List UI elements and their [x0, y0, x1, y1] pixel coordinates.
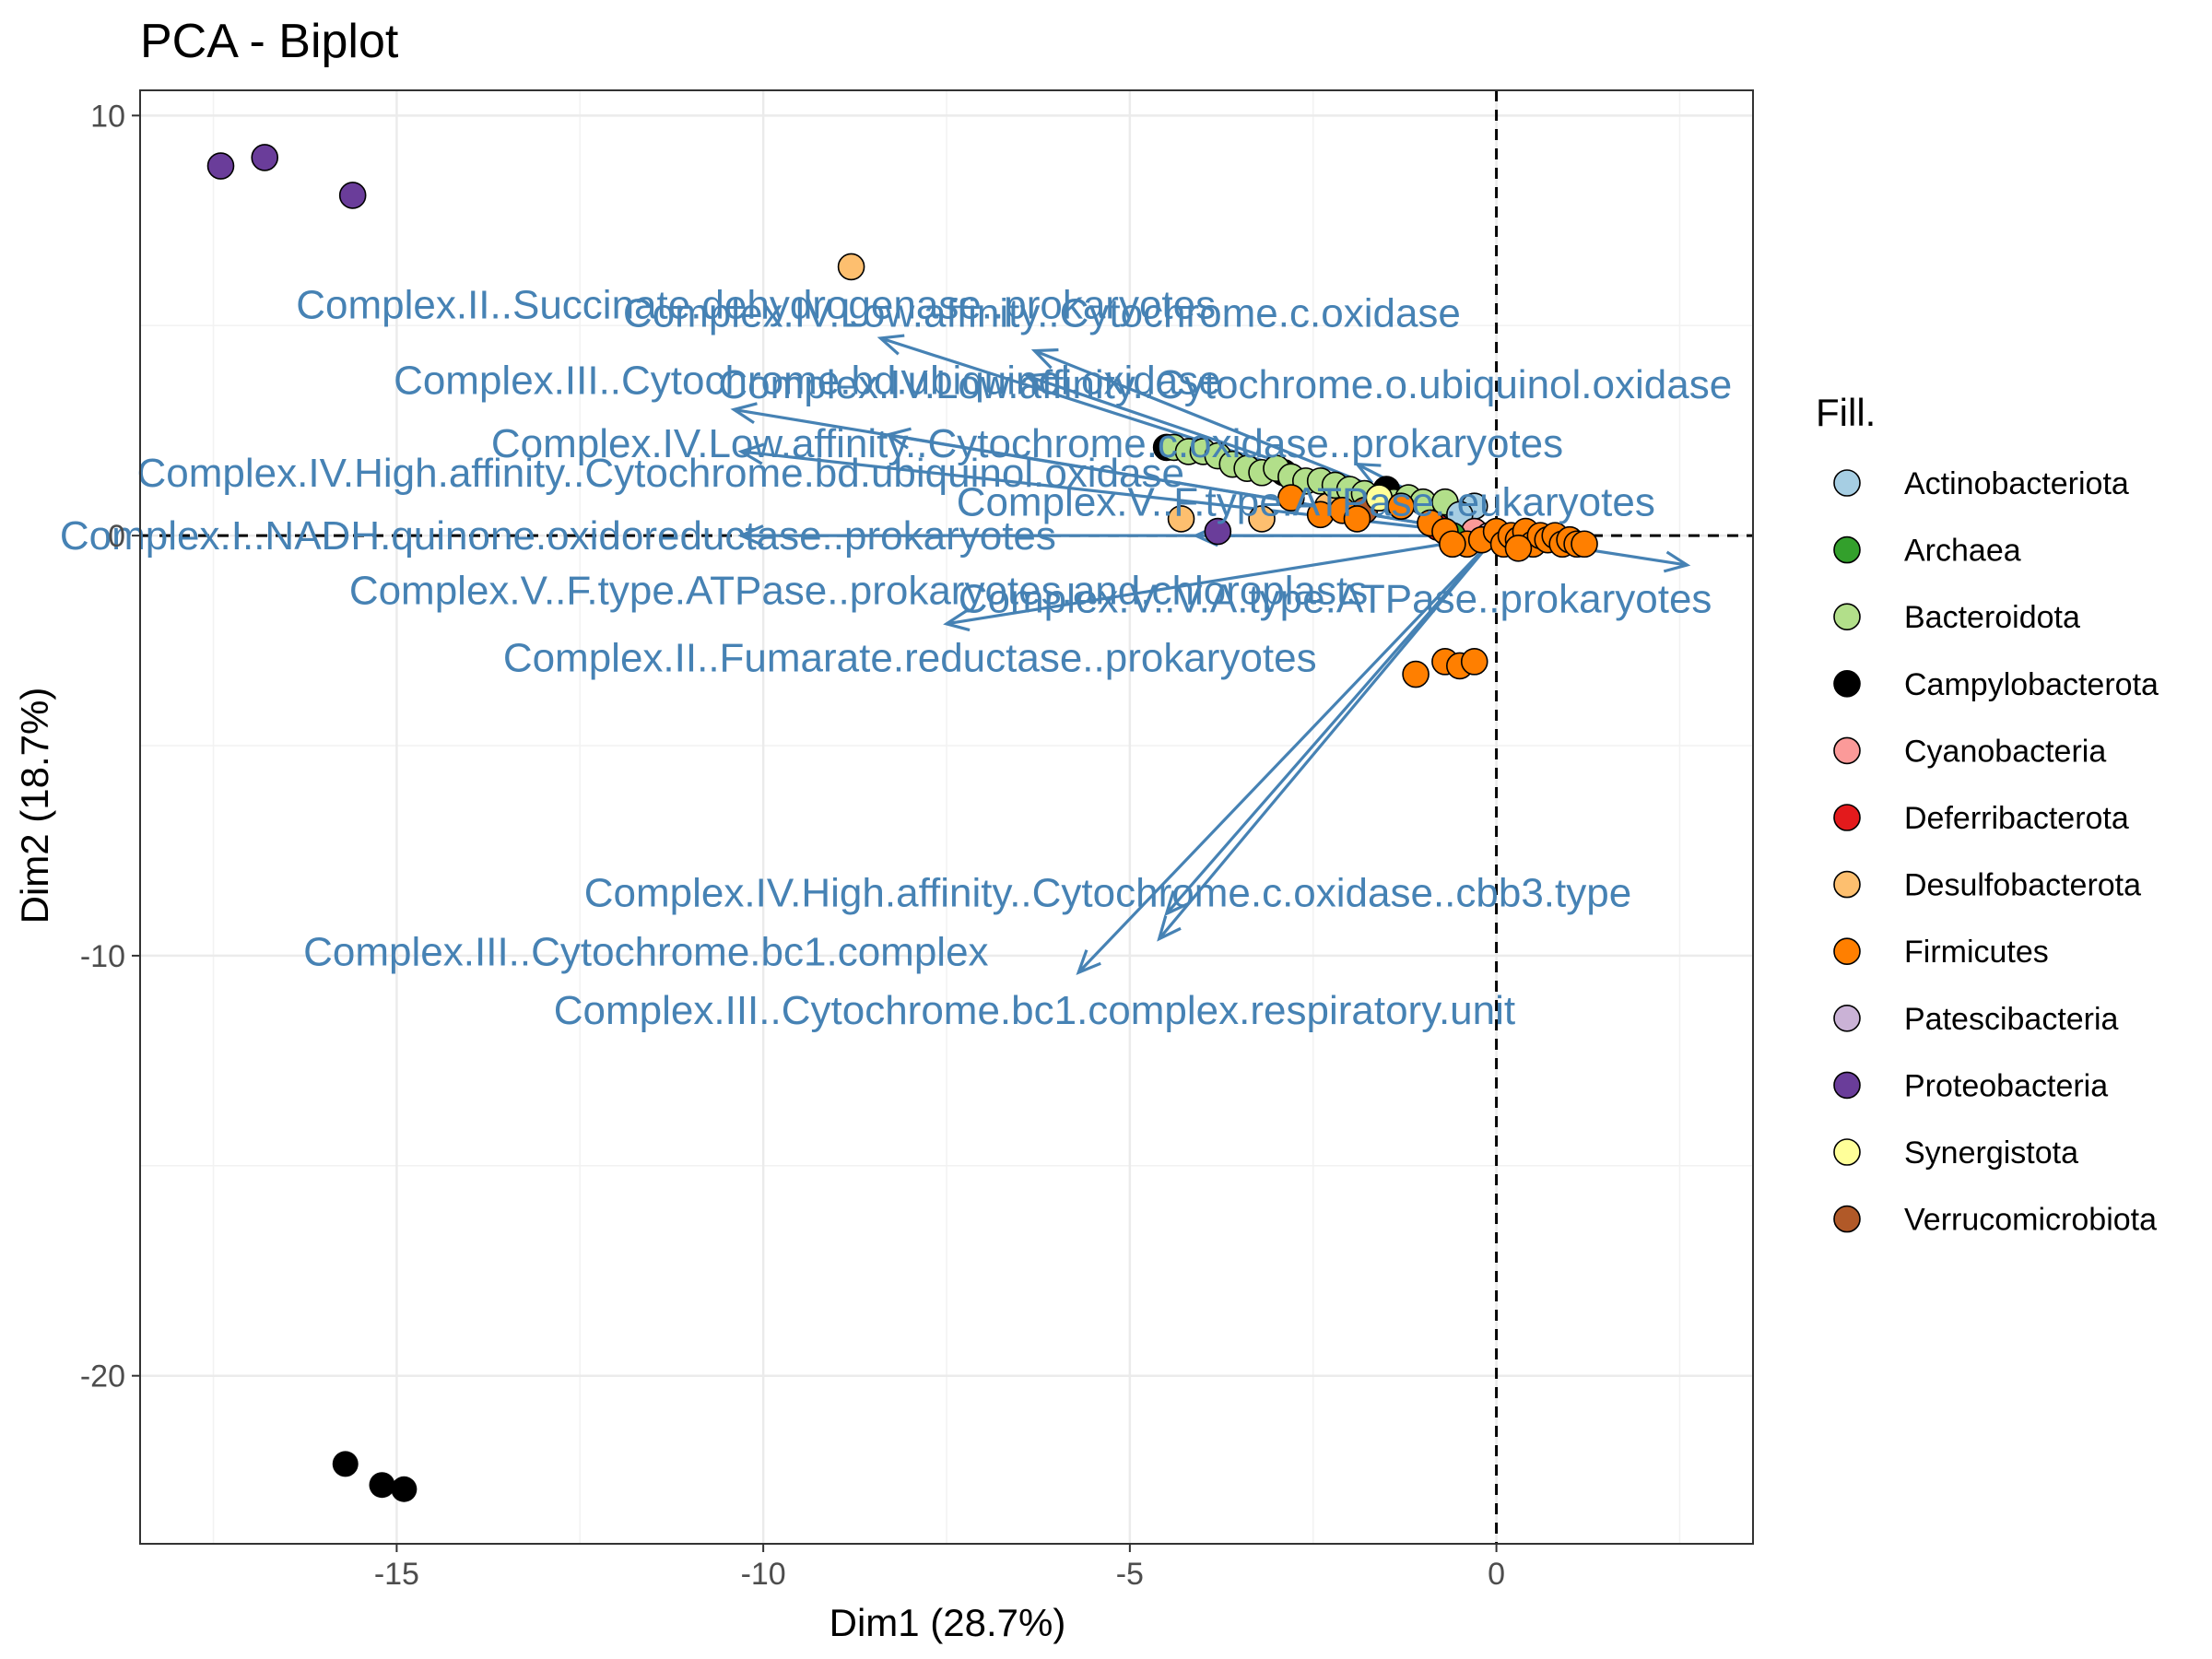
legend-label: Proteobacteria [1904, 1068, 2108, 1103]
data-point [1277, 484, 1305, 512]
legend-swatch [1833, 937, 1861, 965]
data-point [391, 1476, 418, 1502]
arrow-shaft [946, 534, 1497, 626]
arrow-shaft [1165, 535, 1498, 915]
arrow-shaft [888, 433, 1497, 537]
legend-label: Patescibacteria [1904, 1002, 2119, 1037]
arrow-label: Complex.V..F.type.ATPase..eukaryotes [957, 480, 1655, 525]
data-point [1439, 530, 1466, 559]
arrow-label: Complex.II..Succinate.dehydrogenase..pro… [296, 282, 1216, 327]
data-point [1248, 505, 1276, 533]
legend-items: Actinobacteriota Archaea Bacteroidota Campy… [1833, 466, 2159, 1238]
data-point [251, 144, 279, 171]
arrow-head [1157, 915, 1182, 942]
legend-label: Firmicutes [1904, 935, 2049, 970]
legend-swatch [1833, 1138, 1861, 1166]
arrow-head [737, 442, 765, 465]
arrow-label: Complex.IV.Low.affinity..Cytochrome.c.ox… [491, 421, 1563, 466]
y-tick-label: 10 [90, 99, 125, 134]
data-point [369, 1472, 395, 1499]
arrow-labels: Complex.II..Succinate.dehydrogenase..pro… [60, 282, 1732, 1033]
arrow-shaft [1158, 535, 1498, 940]
arrow-label: Complex.III..Cytochrome.bc1.complex.resp… [554, 988, 1515, 1033]
data-point [1387, 492, 1415, 521]
data-point [1402, 660, 1430, 688]
legend-swatch [1833, 870, 1861, 899]
data-point [338, 182, 367, 209]
arrow-head [1030, 347, 1059, 370]
data-point [1343, 505, 1371, 533]
data-point [1460, 648, 1488, 676]
legend-label: Deferribacterota [1904, 801, 2129, 836]
legend-label: Desulfobacterota [1904, 868, 2141, 903]
arrow-label: Complex.V..V.A.type.ATPase..prokaryotes [959, 576, 1712, 621]
arrow-head [884, 427, 912, 450]
y-axis-ticks: 10 0 -10 -20 [80, 99, 140, 1394]
legend-swatch [1833, 669, 1861, 698]
x-tick-label: -15 [374, 1557, 419, 1592]
plot-panel-border [139, 89, 1754, 1545]
arrow-head [1076, 949, 1101, 975]
arrow-label: Complex.V..F.type.ATPase..prokaryotes.an… [349, 568, 1368, 613]
arrow-head [877, 334, 905, 356]
data-point [1504, 535, 1533, 562]
legend-label: Actinobacteriota [1904, 466, 2129, 501]
x-tick-label: -10 [741, 1557, 786, 1592]
arrow-label: Complex.IV.Low.affinity..Cytochrome.c.ox… [623, 291, 1461, 336]
data-point [1204, 517, 1232, 546]
arrow-label: Complex.II..Fumarate.reductase..prokaryo… [503, 635, 1317, 680]
arrow-label: Complex.I..NADH.quinone.oxidoreductase..… [60, 513, 1056, 559]
legend-swatch [1833, 1005, 1861, 1032]
arrow-head [730, 402, 758, 425]
arrow-shaft [1077, 535, 1498, 974]
legend: Fill. Actinobacteriota Archaea Bacteroidot… [1816, 391, 2159, 1238]
legend-swatch [1833, 1071, 1861, 1100]
legend-swatch [1833, 736, 1861, 765]
y-tick-label: 0 [108, 519, 125, 554]
legend-label: Synergistota [1904, 1135, 2078, 1171]
arrow-label: Complex.IV.Low.affinity..Cytochrome.o.ub… [718, 362, 1732, 407]
data-point [1167, 505, 1195, 533]
x-tick-label: 0 [1488, 1557, 1505, 1592]
data-point [1571, 530, 1598, 559]
y-tick-label: -10 [80, 939, 125, 974]
arrow-head [1353, 462, 1382, 484]
legend-label: Cyanobacteria [1904, 734, 2106, 769]
data-points [206, 144, 1598, 1502]
arrow-head [943, 609, 971, 632]
x-tick-label: -5 [1116, 1557, 1144, 1592]
arrow-label: Complex.IV.High.affinity..Cytochrome.bd.… [137, 451, 1184, 496]
arrow-label: Complex.III..Cytochrome.bc1.complex [303, 929, 988, 974]
legend-swatch [1833, 804, 1861, 831]
chart-title: PCA - Biplot [140, 15, 399, 68]
legend-label: Verrucomicrobiota [1904, 1203, 2157, 1238]
data-point [206, 152, 235, 180]
arrow-head [737, 524, 764, 547]
legend-label: Bacteroidota [1904, 600, 2080, 635]
arrow-head [1164, 890, 1189, 917]
arrow-label: Complex.IV.High.affinity..Cytochrome.c.o… [584, 871, 1631, 916]
legend-swatch [1833, 469, 1861, 497]
arrow-head [1023, 371, 1052, 394]
legend-swatch [1833, 603, 1861, 631]
legend-title: Fill. [1816, 391, 1876, 434]
x-axis-ticks: -15 -10 -5 0 [374, 1544, 1505, 1592]
legend-swatch [1833, 535, 1861, 564]
arrow-head [1663, 550, 1691, 573]
y-axis-title: Dim2 (18.7%) [13, 688, 56, 924]
data-point [332, 1451, 359, 1477]
legend-swatch [1833, 1205, 1861, 1233]
data-point [837, 253, 865, 281]
y-tick-label: -20 [80, 1359, 125, 1394]
legend-label: Campylobacterota [1904, 667, 2159, 702]
x-axis-title: Dim1 (28.7%) [830, 1601, 1066, 1644]
legend-label: Archaea [1904, 534, 2021, 569]
arrow-label: Complex.III..Cytochrome.bd.ubiquinol.oxi… [394, 358, 1221, 403]
